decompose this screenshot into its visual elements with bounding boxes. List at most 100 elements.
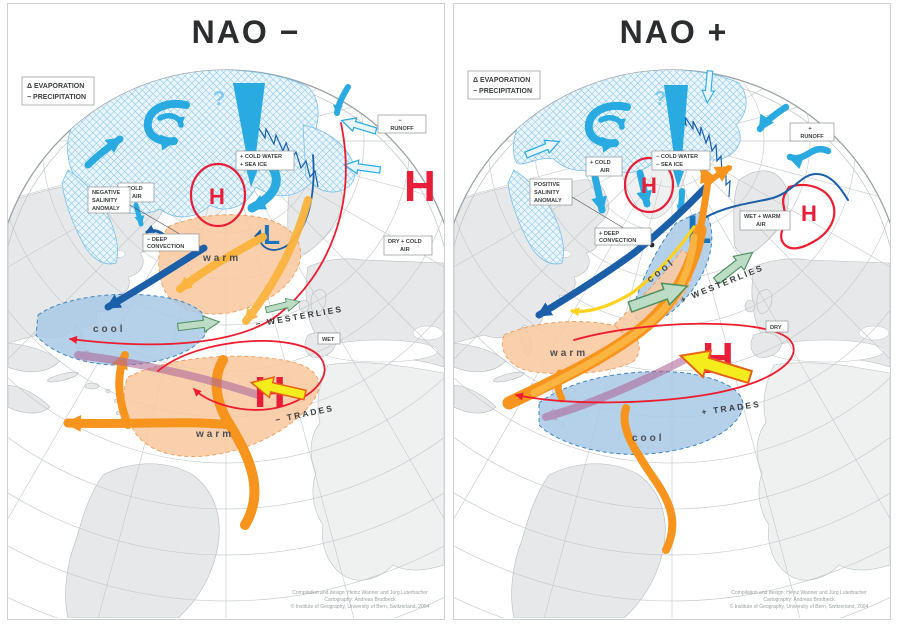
panel-title: NAO +	[620, 14, 729, 50]
svg-text:CONVECTION: CONVECTION	[147, 244, 184, 250]
svg-text:RUNOFF: RUNOFF	[800, 134, 824, 140]
beaufort-gyre-inner-arrow	[157, 113, 185, 128]
labrador-cold-current-arrow	[535, 183, 710, 319]
deep-convection-box: + DEEP CONVECTION	[594, 227, 652, 246]
svg-text:AIR: AIR	[400, 247, 410, 253]
svg-text:Cartography: Andreas Brodbeck: Cartography: Andreas Brodbeck	[324, 597, 396, 603]
legend-box: Δ EVAPORATION − PRECIPITATION	[467, 70, 541, 100]
svg-text:AIR: AIR	[132, 194, 142, 200]
svg-text:ANOMALY: ANOMALY	[534, 198, 562, 204]
runoff-box: + RUNOFF	[789, 122, 835, 142]
warm-west-label: warm	[549, 348, 588, 359]
wet-warm-air-box: WET + WARM AIR	[739, 210, 791, 231]
svg-text:DRY + COLD: DRY + COLD	[388, 239, 422, 245]
recirculation-arrow	[542, 356, 688, 421]
sea-ice-reduced	[507, 70, 747, 265]
cold-air-down-arrow-1	[591, 173, 607, 214]
greenland-high-circle	[623, 156, 675, 214]
northwest-air-inflow-arrow	[84, 135, 124, 169]
labrador-cold-current-arrow	[104, 244, 208, 311]
westward-branch-arrow	[63, 414, 235, 432]
meandering-drift-arrow	[242, 196, 312, 325]
deep-convection-box: − DEEP CONVECTION	[142, 233, 200, 252]
warm-north-label: warm	[202, 253, 241, 264]
warm-south-label: warm	[195, 429, 234, 440]
svg-text:− SEA ICE: − SEA ICE	[656, 162, 683, 168]
uncertainty-question-mark: ?	[213, 88, 225, 110]
runoff-box: − RUNOFF	[377, 114, 427, 134]
svg-text:Cartography: Andreas Brodbeck: Cartography: Andreas Brodbeck	[763, 597, 835, 603]
svg-text:Compilation and design: Heinz: Compilation and design: Heinz Wanner and…	[292, 590, 428, 596]
transpolar-drift-wedge	[664, 85, 688, 188]
cold-dry-air-boundary-line	[69, 122, 347, 346]
legend-box: Δ EVAPORATION − PRECIPITATION	[21, 76, 95, 106]
svg-text:− COLD WATER: − COLD WATER	[656, 154, 698, 160]
runoff-arrow-lower	[786, 145, 832, 170]
svg-text:ANOMALY: ANOMALY	[92, 206, 120, 212]
subtropical-high-loop-line	[515, 322, 795, 404]
beaufort-gyre-inner-arrow	[598, 115, 626, 130]
continental-high-label: H	[404, 162, 436, 211]
svg-text:+: +	[808, 126, 812, 132]
subpolar-front-wavy-arrow	[570, 225, 696, 317]
nao-plus-panel: ? H L H + WESTERLIES H + TRADES cool war…	[453, 3, 891, 620]
svg-text:NEGATIVE: NEGATIVE	[92, 190, 120, 196]
salinity-anomaly-box: NEGATIVE SALINITY ANOMALY	[87, 186, 203, 248]
cool-west-label: cool	[93, 324, 126, 335]
siberian-air-arrow	[333, 84, 351, 116]
svg-text:SALINITY: SALINITY	[534, 190, 560, 196]
beaufort-gyre-arrow	[143, 100, 190, 151]
cold-air-box: + COLD AIR	[585, 156, 623, 177]
greenland-high-label: H	[209, 184, 225, 209]
svg-text:WET: WET	[322, 337, 335, 343]
caribbean-up-arrow	[546, 369, 566, 403]
svg-text:AIR: AIR	[756, 222, 766, 228]
svg-text:+ DEEP: + DEEP	[599, 231, 619, 237]
svg-text:+ SEA ICE: + SEA ICE	[240, 162, 267, 168]
cold-air-down-arrow-2	[636, 169, 652, 208]
svg-text:− DEEP: − DEEP	[147, 237, 167, 243]
european-high-label: H	[801, 201, 817, 226]
cold-water-sea-ice-box: + COLD WATER + SEA ICE	[235, 150, 295, 171]
svg-text:RUNOFF: RUNOFF	[390, 126, 414, 132]
svg-text:Compilation and design: Heinz: Compilation and design: Heinz Wanner and…	[731, 590, 867, 596]
barents-inflow-branch	[705, 165, 733, 186]
svg-text:POSITIVE: POSITIVE	[534, 182, 560, 188]
svg-text:+ COLD WATER: + COLD WATER	[240, 154, 282, 160]
svg-text:WET + WARM: WET + WARM	[744, 214, 781, 220]
runoff-arrow-upper	[338, 113, 379, 139]
svg-text:SALINITY: SALINITY	[92, 198, 118, 204]
cold-air-down-arrow	[133, 202, 145, 227]
legend-precipitation: − PRECIPITATION	[27, 94, 86, 101]
svg-text:© Institute of Geography, Univ: © Institute of Geography, University of …	[291, 603, 430, 610]
nao-plus-map: ? H L H + WESTERLIES H + TRADES cool war…	[454, 4, 890, 619]
credits: Compilation and design: Heinz Wanner and…	[730, 590, 869, 610]
runoff-arrow-upper	[756, 103, 790, 133]
icelandic-low-label: L	[263, 219, 280, 250]
svg-text:−: −	[398, 118, 402, 124]
svg-text:© Institute of Geography, Univ: © Institute of Geography, University of …	[730, 603, 869, 610]
cold-water-sea-ice-box: − COLD WATER − SEA ICE	[651, 150, 711, 171]
weak-atlantic-current-arrow	[176, 233, 267, 293]
legend-evaporation: Δ EVAPORATION	[27, 83, 84, 90]
panel-title: NAO −	[192, 14, 301, 50]
cool-sst-anomaly-south	[538, 371, 744, 455]
greenland-high-circle	[189, 162, 247, 228]
salinity-anomaly-box: POSITIVE SALINITY ANOMALY	[529, 178, 651, 245]
beaufort-gyre-arrow	[584, 102, 631, 153]
svg-text:AIR: AIR	[600, 168, 610, 174]
cool-south-label: cool	[632, 433, 665, 444]
legend-evaporation: Δ EVAPORATION	[473, 77, 530, 84]
svg-text:+ COLD: + COLD	[590, 160, 611, 166]
dry-box: DRY	[765, 320, 789, 333]
greenland-high-label: H	[641, 173, 657, 198]
legend-precipitation: − PRECIPITATION	[473, 88, 532, 95]
transpolar-drift-wedge	[233, 83, 265, 187]
subtropical-high-loop-line	[157, 339, 326, 411]
uncertainty-question-mark: ?	[654, 88, 666, 110]
secondary-warm-band	[530, 233, 698, 397]
gulf-stream-feed-snake	[620, 404, 677, 554]
svg-text:− COLD: − COLD	[122, 186, 143, 192]
wet-box: WET	[317, 332, 341, 345]
dry-cold-air-box: DRY + COLD AIR	[383, 235, 433, 256]
